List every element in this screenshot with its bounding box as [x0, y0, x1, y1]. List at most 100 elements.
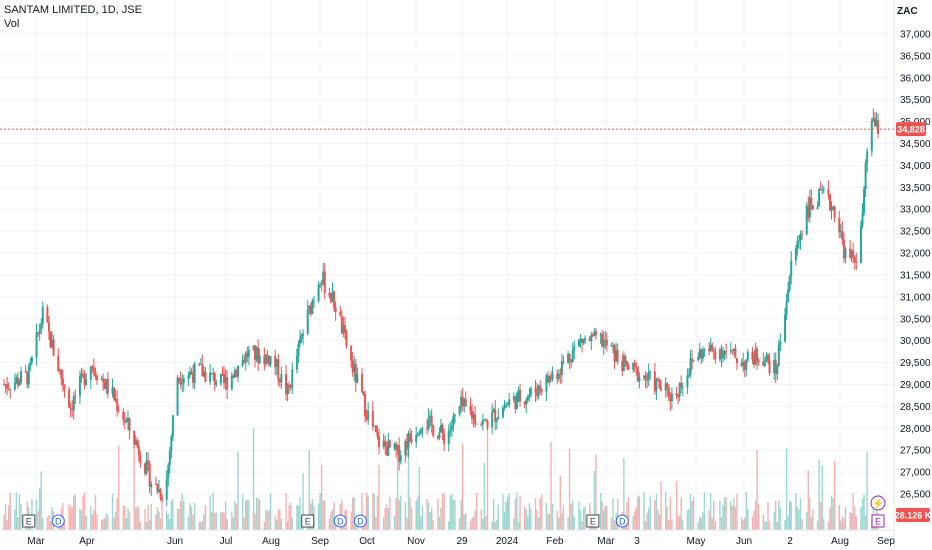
candle-body — [171, 415, 174, 437]
candle-body — [246, 352, 249, 357]
volume-bar — [51, 507, 53, 530]
volume-bar — [269, 493, 272, 530]
candle-body — [134, 440, 137, 445]
volume-bar — [198, 521, 200, 530]
x-tick-label: Jun — [736, 536, 752, 547]
candle-body — [232, 375, 235, 378]
candle-body — [95, 375, 98, 381]
volume-bar — [125, 517, 128, 530]
x-tick-label: 3 — [634, 536, 640, 547]
price-scale[interactable]: 37,00036,50036,00035,50035,00034,50034,0… — [900, 30, 931, 501]
chart-title: SANTAM LIMITED, 1D, JSE — [4, 4, 142, 16]
volume-bar — [497, 504, 500, 530]
volume-bar — [248, 500, 250, 530]
candle-body — [790, 260, 793, 277]
last-volume-value: 28.126 K — [895, 511, 932, 521]
candle-body — [624, 355, 627, 362]
volume-bar — [328, 518, 331, 530]
candle-body — [805, 205, 808, 235]
volume-bar — [860, 507, 862, 530]
volume-label[interactable]: Vol — [4, 18, 20, 30]
volume-bar — [221, 511, 224, 530]
candle-body — [85, 379, 88, 385]
candle-body — [374, 425, 377, 433]
candle-body — [822, 189, 825, 191]
candle-body — [762, 361, 765, 366]
volume-bar — [223, 513, 225, 530]
candle-body — [254, 345, 257, 360]
volume-bar — [581, 521, 583, 530]
volume-bar — [503, 511, 506, 530]
candle-body — [441, 425, 444, 434]
candle-body — [643, 375, 646, 378]
candle-body — [72, 396, 75, 411]
time-scale[interactable]: Mar Apr Jun Jul Aug Sep Oct Nov 29 2024 Feb Mar 3 May… — [27, 536, 895, 547]
candle-body — [144, 463, 147, 474]
volume-bar — [4, 504, 7, 530]
candle-body — [828, 194, 831, 211]
candle-body — [224, 377, 227, 384]
candle-body — [785, 302, 788, 316]
candle-body — [18, 382, 21, 386]
volume-bar — [255, 498, 258, 530]
candle-body — [621, 361, 624, 371]
candle-body — [850, 250, 853, 258]
y-tick-label: 34,500 — [900, 139, 931, 150]
volume-bar — [245, 500, 247, 530]
volume-bar — [530, 508, 532, 530]
candle-body — [235, 370, 238, 377]
volume-bar — [252, 428, 255, 530]
volume-bar — [572, 500, 574, 530]
volume-bar — [396, 447, 399, 530]
candle-body — [367, 410, 370, 420]
volume-bar — [387, 508, 390, 530]
candle-body — [432, 425, 435, 437]
volume-bar — [561, 513, 563, 530]
currency-label[interactable]: ZAC — [897, 6, 918, 17]
candle-body — [627, 365, 630, 370]
candle-body — [91, 366, 94, 368]
volume-bar — [539, 497, 541, 530]
volume-bar — [147, 504, 149, 530]
volume-bar — [237, 451, 239, 530]
candle-body — [6, 384, 9, 389]
candle-body — [708, 349, 711, 352]
volume-bar — [172, 499, 174, 530]
volume-bar — [505, 501, 507, 530]
candle-body — [714, 351, 717, 360]
candle-body — [395, 443, 398, 451]
candle-body — [794, 248, 797, 261]
candle-body — [82, 373, 85, 375]
volume-bar — [79, 508, 81, 530]
volume-bar — [584, 506, 586, 530]
candle-body — [571, 350, 574, 363]
candle-body — [492, 409, 495, 413]
candle-body — [731, 349, 734, 351]
candle-body — [632, 362, 635, 370]
volume-bar — [241, 494, 244, 530]
candle-body — [701, 350, 704, 359]
candle-body — [870, 120, 873, 152]
volume-bar — [720, 517, 723, 530]
volume-bar — [376, 495, 379, 530]
volume-bar — [398, 499, 400, 530]
candle-body — [474, 414, 477, 424]
candle-body — [720, 349, 723, 358]
candle-body — [700, 349, 703, 359]
candle-body — [100, 378, 103, 381]
volume-bar — [599, 492, 602, 530]
candle-body — [560, 361, 563, 375]
candle-body — [483, 419, 486, 421]
volume-bar — [367, 496, 369, 530]
volume-bar — [708, 510, 710, 530]
volume-bar — [568, 448, 571, 530]
volume-bar — [852, 493, 854, 530]
volume-bar — [440, 507, 442, 530]
candle-body — [323, 271, 326, 293]
volume-bar — [243, 518, 245, 530]
volume-bar — [114, 511, 117, 530]
candle-body — [528, 394, 531, 397]
candle-body — [58, 369, 61, 371]
volume-bar — [62, 502, 64, 530]
